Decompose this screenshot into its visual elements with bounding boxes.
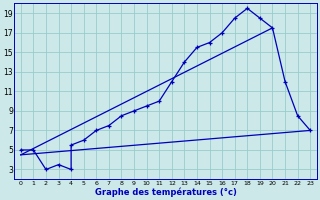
X-axis label: Graphe des températures (°c): Graphe des températures (°c) — [95, 187, 236, 197]
